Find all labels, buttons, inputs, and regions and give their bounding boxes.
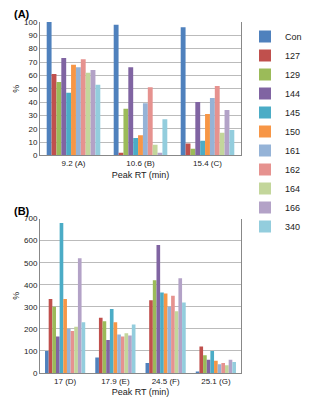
svg-text:Peak RT (min): Peak RT (min) <box>112 170 170 180</box>
svg-text:17.9 (E): 17.9 (E) <box>101 377 130 386</box>
svg-text:9.2 (A): 9.2 (A) <box>61 159 85 168</box>
svg-text:200: 200 <box>24 325 38 334</box>
svg-text:60: 60 <box>28 71 37 80</box>
svg-text:164: 164 <box>285 184 300 194</box>
svg-text:340: 340 <box>285 222 300 232</box>
svg-text:%: % <box>11 85 21 93</box>
svg-text:24.5 (F): 24.5 (F) <box>152 377 180 386</box>
svg-text:90: 90 <box>28 31 37 40</box>
svg-text:70: 70 <box>28 58 37 67</box>
svg-text:100: 100 <box>24 347 38 356</box>
svg-text:0: 0 <box>33 369 38 378</box>
svg-text:15.4 (C): 15.4 (C) <box>193 159 222 168</box>
svg-text:%: % <box>11 292 21 300</box>
svg-text:0: 0 <box>33 151 38 160</box>
svg-text:17 (D): 17 (D) <box>54 377 77 386</box>
svg-text:400: 400 <box>24 281 38 290</box>
svg-text:(B): (B) <box>14 205 30 217</box>
svg-text:25.1 (G): 25.1 (G) <box>201 377 231 386</box>
svg-text:20: 20 <box>28 125 37 134</box>
svg-text:50: 50 <box>28 84 37 93</box>
svg-text:300: 300 <box>24 303 38 312</box>
svg-text:Con: Con <box>285 32 302 42</box>
svg-text:162: 162 <box>285 165 300 175</box>
svg-text:500: 500 <box>24 258 38 267</box>
svg-text:700: 700 <box>24 214 38 223</box>
svg-text:127: 127 <box>285 51 300 61</box>
svg-text:100: 100 <box>24 18 38 27</box>
svg-text:Peak RT (min): Peak RT (min) <box>112 387 170 397</box>
svg-text:(A): (A) <box>14 8 30 20</box>
svg-text:145: 145 <box>285 108 300 118</box>
svg-text:144: 144 <box>285 89 300 99</box>
svg-text:40: 40 <box>28 98 37 107</box>
svg-text:161: 161 <box>285 146 300 156</box>
svg-text:30: 30 <box>28 111 37 120</box>
svg-text:10.6 (B): 10.6 (B) <box>126 159 155 168</box>
svg-text:600: 600 <box>24 236 38 245</box>
svg-text:129: 129 <box>285 70 300 80</box>
svg-text:166: 166 <box>285 203 300 213</box>
svg-text:150: 150 <box>285 127 300 137</box>
svg-text:10: 10 <box>28 138 37 147</box>
svg-text:80: 80 <box>28 44 37 53</box>
